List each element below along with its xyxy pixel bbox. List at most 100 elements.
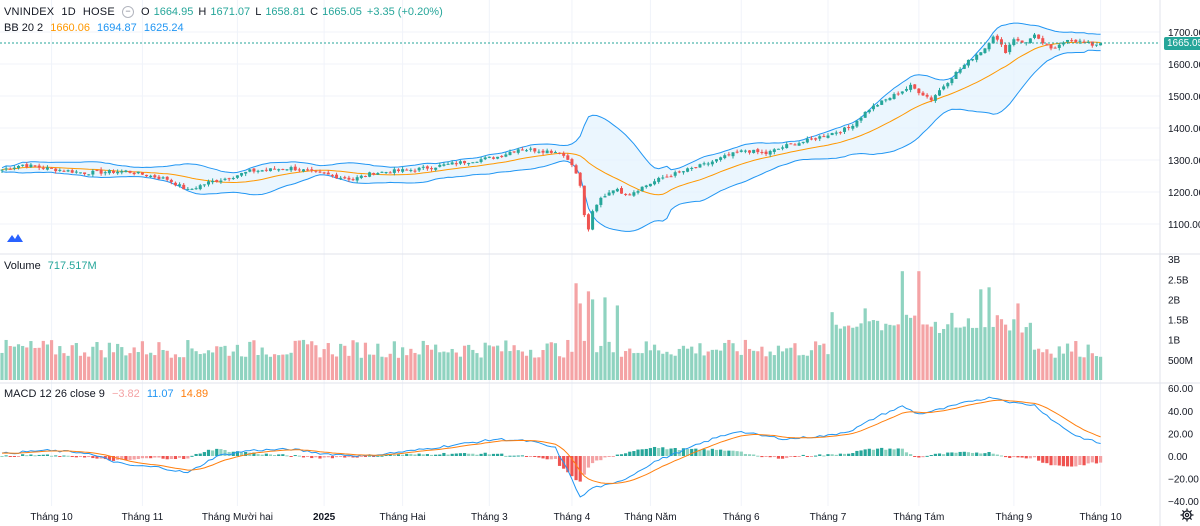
volume-bar bbox=[429, 349, 434, 380]
volume-legend[interactable]: Volume 717.517M bbox=[4, 259, 101, 273]
symbol-name[interactable]: VNINDEX bbox=[4, 6, 55, 18]
macd-lines bbox=[1, 396, 1101, 498]
macd-hist-bar bbox=[45, 454, 50, 456]
candle-body bbox=[223, 178, 227, 180]
volume-bar bbox=[946, 324, 950, 380]
macd-hist-bar bbox=[541, 456, 545, 459]
candle-body bbox=[871, 105, 875, 110]
volume-bar bbox=[805, 355, 809, 380]
macd-legend[interactable]: MACD 12 26 close 9 −3.82 11.07 14.89 bbox=[4, 387, 212, 401]
volume-bar bbox=[1065, 343, 1070, 380]
macd-hist-bar bbox=[301, 456, 306, 458]
candle-body bbox=[987, 43, 991, 50]
macd-hist-bar bbox=[673, 448, 677, 456]
interval[interactable]: 1D bbox=[61, 6, 76, 18]
volume-bar bbox=[983, 327, 987, 380]
volume-bar bbox=[277, 355, 281, 380]
macd-hist-bar bbox=[933, 453, 937, 456]
candle-body bbox=[876, 105, 880, 107]
volume-bar bbox=[252, 340, 256, 380]
candle-body bbox=[582, 185, 586, 216]
volume-bar bbox=[260, 347, 264, 380]
macd-hist-bar bbox=[793, 456, 797, 457]
candle-body bbox=[37, 165, 41, 168]
bb-legend[interactable]: BB 20 2 1660.06 1694.87 1625.24 bbox=[4, 21, 188, 35]
macd-hist-bar bbox=[401, 454, 405, 456]
macd-hist-bar bbox=[409, 453, 413, 456]
volume-name: Volume bbox=[4, 260, 41, 272]
candle-body bbox=[417, 167, 421, 171]
settings-gear-icon[interactable] bbox=[1180, 508, 1194, 522]
macd-hist-bar bbox=[462, 453, 467, 456]
volume-axis: 500M 1B 1.5B 2B 2.5B 3B bbox=[1168, 255, 1193, 367]
candle-body bbox=[595, 204, 599, 212]
candle-body bbox=[764, 151, 768, 155]
volume-bar bbox=[735, 351, 739, 380]
macd-hist-bar bbox=[244, 451, 248, 456]
macd-hist-bar bbox=[62, 455, 66, 457]
macd-hist-bar bbox=[1041, 456, 1045, 463]
volume-bar bbox=[401, 347, 405, 380]
candle-body bbox=[859, 117, 863, 121]
macd-hist-bar bbox=[681, 448, 686, 456]
macd-hist-bar bbox=[367, 455, 372, 457]
volume-bar bbox=[413, 352, 417, 380]
volume-bar bbox=[83, 352, 87, 380]
price-tick-label: 1400.00 bbox=[1168, 124, 1200, 135]
candle-body bbox=[999, 39, 1003, 45]
macd-hist-bar bbox=[768, 456, 772, 458]
volume-bar bbox=[450, 348, 454, 380]
macd-hist-bar bbox=[590, 456, 595, 464]
macd-hist-bar bbox=[293, 455, 297, 457]
candle-body bbox=[938, 90, 942, 96]
macd-hist-bar bbox=[25, 455, 29, 457]
volume-bar bbox=[310, 341, 314, 380]
macd-hist-bar bbox=[58, 456, 62, 457]
volume-bar bbox=[1020, 332, 1024, 380]
volume-bar bbox=[644, 341, 648, 380]
volume-bar bbox=[54, 354, 58, 380]
candle-body bbox=[330, 174, 334, 176]
volume-bar bbox=[4, 339, 8, 380]
volume-bar bbox=[169, 357, 173, 380]
macd-hist-bar bbox=[417, 453, 421, 456]
candle-body bbox=[58, 169, 62, 171]
volume-bar bbox=[12, 346, 16, 380]
candle-body bbox=[686, 168, 690, 172]
candle-body bbox=[409, 170, 413, 172]
macd-hist-bar bbox=[186, 456, 190, 459]
volume-bar bbox=[442, 351, 446, 380]
macd-hist-bar bbox=[153, 456, 157, 458]
candle-body bbox=[710, 161, 714, 165]
macd-hist-bar bbox=[12, 456, 16, 457]
volume-bar bbox=[797, 355, 801, 380]
volume-bar bbox=[826, 354, 830, 380]
macd-hist-bar bbox=[859, 450, 863, 456]
candle-body bbox=[8, 168, 12, 170]
candle-body bbox=[950, 78, 954, 84]
candle-body bbox=[516, 149, 520, 153]
volume-bar bbox=[235, 344, 240, 380]
volume-bar bbox=[628, 348, 632, 380]
bb-name: BB 20 2 bbox=[4, 22, 44, 34]
candle-body bbox=[826, 135, 830, 138]
volume-bar bbox=[227, 355, 231, 380]
volume-bar bbox=[1086, 344, 1090, 380]
volume-bar bbox=[867, 321, 871, 380]
volume-tick-label: 500M bbox=[1168, 356, 1193, 367]
chart-logo-icon[interactable] bbox=[6, 230, 24, 244]
macd-hist-bar bbox=[867, 448, 871, 456]
candle-body bbox=[1028, 38, 1032, 44]
candle-body bbox=[834, 132, 838, 134]
macd-hist-bar bbox=[487, 454, 491, 456]
volume-tick-label: 1B bbox=[1168, 336, 1181, 347]
volume-bar bbox=[723, 342, 727, 380]
candle-body bbox=[781, 147, 785, 149]
macd-hist-bar bbox=[710, 448, 714, 456]
volume-bar bbox=[116, 343, 120, 380]
macd-hist-bar bbox=[111, 456, 116, 461]
candle-body bbox=[29, 164, 33, 168]
collapse-icon[interactable]: − bbox=[121, 6, 134, 19]
candle-body bbox=[748, 150, 752, 153]
